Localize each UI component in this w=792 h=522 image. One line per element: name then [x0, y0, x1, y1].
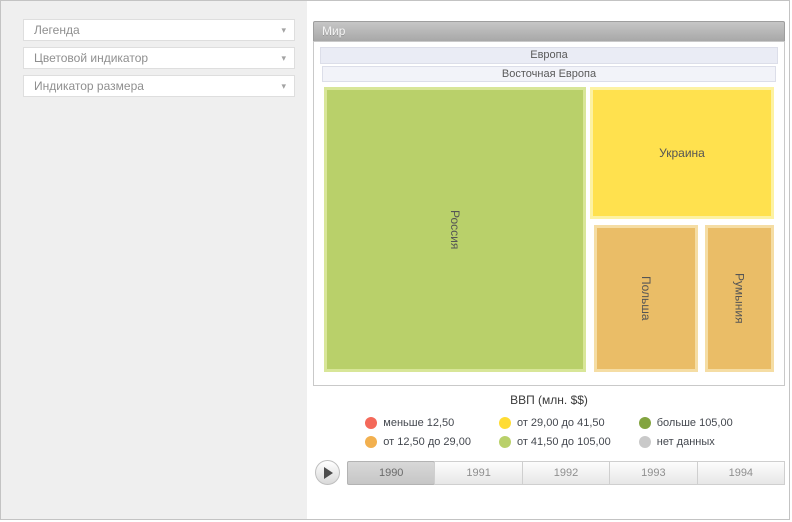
- legend-title: ВВП (млн. $$): [510, 393, 588, 407]
- sidebar: Легенда ▾ Цветовой индикатор ▾ Индикатор…: [1, 1, 307, 519]
- treemap-title-label: Мир: [322, 24, 346, 38]
- year-button-1991[interactable]: 1991: [434, 461, 523, 485]
- chevron-down-icon: ▾: [281, 52, 286, 63]
- treemap-node-russia[interactable]: Россия: [324, 87, 586, 372]
- treemap-title-bar[interactable]: Мир: [313, 21, 785, 41]
- accordion-color-indicator-label: Цветовой индикатор: [34, 51, 149, 65]
- legend: меньше 12,50 от 12,50 до 29,00 от 29,00 …: [307, 413, 789, 451]
- play-button[interactable]: [315, 460, 340, 485]
- legend-item: меньше 12,50: [365, 413, 471, 432]
- legend-item-label: нет данных: [656, 435, 715, 448]
- chevron-down-icon: ▾: [281, 24, 286, 35]
- treemap-group-eastern-europe-label: Восточная Европа: [501, 68, 597, 80]
- legend-color-dot: [365, 435, 378, 448]
- treemap-node-poland-label: Польша: [639, 276, 653, 321]
- legend-color-dot: [365, 416, 378, 429]
- year-button-1992[interactable]: 1992: [521, 461, 611, 485]
- legend-item: от 12,50 до 29,00: [365, 432, 471, 451]
- treemap-group-europe-label: Европа: [530, 49, 568, 61]
- treemap-node-poland[interactable]: Польша: [594, 225, 698, 372]
- year-button-1994[interactable]: 1994: [696, 461, 786, 485]
- main-area: Мир Европа Восточная Европа Россия Украи…: [307, 1, 789, 519]
- legend-item-label: от 29,00 до 41,50: [516, 416, 605, 429]
- legend-color-dot: [638, 416, 651, 429]
- legend-item-label: от 12,50 до 29,00: [383, 435, 471, 448]
- chevron-down-icon: ▾: [281, 80, 286, 91]
- legend-color-dot: [638, 435, 651, 448]
- legend-item-label: от 41,50 до 105,00: [516, 435, 611, 448]
- legend-item: больше 105,00: [638, 413, 733, 432]
- treemap-node-ukraine[interactable]: Украина: [590, 87, 774, 219]
- legend-color-dot: [498, 416, 511, 429]
- accordion-size-indicator[interactable]: Индикатор размера ▾: [23, 75, 295, 97]
- accordion-legend-label: Легенда: [34, 23, 80, 37]
- treemap-group-eastern-europe[interactable]: Восточная Европа: [322, 66, 776, 82]
- year-button-1990[interactable]: 1990: [347, 461, 436, 485]
- legend-color-dot: [498, 435, 511, 448]
- accordion-legend[interactable]: Легенда ▾: [23, 19, 295, 41]
- treemap-node-romania-label: Румыния: [732, 273, 747, 324]
- play-icon: [324, 466, 333, 479]
- legend-item-label: больше 105,00: [656, 416, 733, 429]
- legend-item: от 29,00 до 41,50: [498, 413, 611, 432]
- treemap-group-europe[interactable]: Европа: [320, 47, 778, 64]
- accordion-color-indicator[interactable]: Цветовой индикатор ▾: [23, 47, 295, 69]
- treemap-node-ukraine-label: Украина: [659, 146, 705, 160]
- year-button-1993[interactable]: 1993: [609, 461, 698, 485]
- timeline: 1990 1991 1992 1993 1994: [347, 461, 786, 485]
- accordion-size-indicator-label: Индикатор размера: [34, 79, 144, 93]
- legend-item: нет данных: [638, 432, 733, 451]
- legend-item-label: меньше 12,50: [383, 416, 455, 429]
- treemap-node-russia-label: Россия: [448, 209, 462, 250]
- legend-item: от 41,50 до 105,00: [498, 432, 611, 451]
- treemap-panel: Европа Восточная Европа Россия Украина П…: [313, 41, 785, 386]
- treemap-node-romania[interactable]: Румыния: [705, 225, 774, 372]
